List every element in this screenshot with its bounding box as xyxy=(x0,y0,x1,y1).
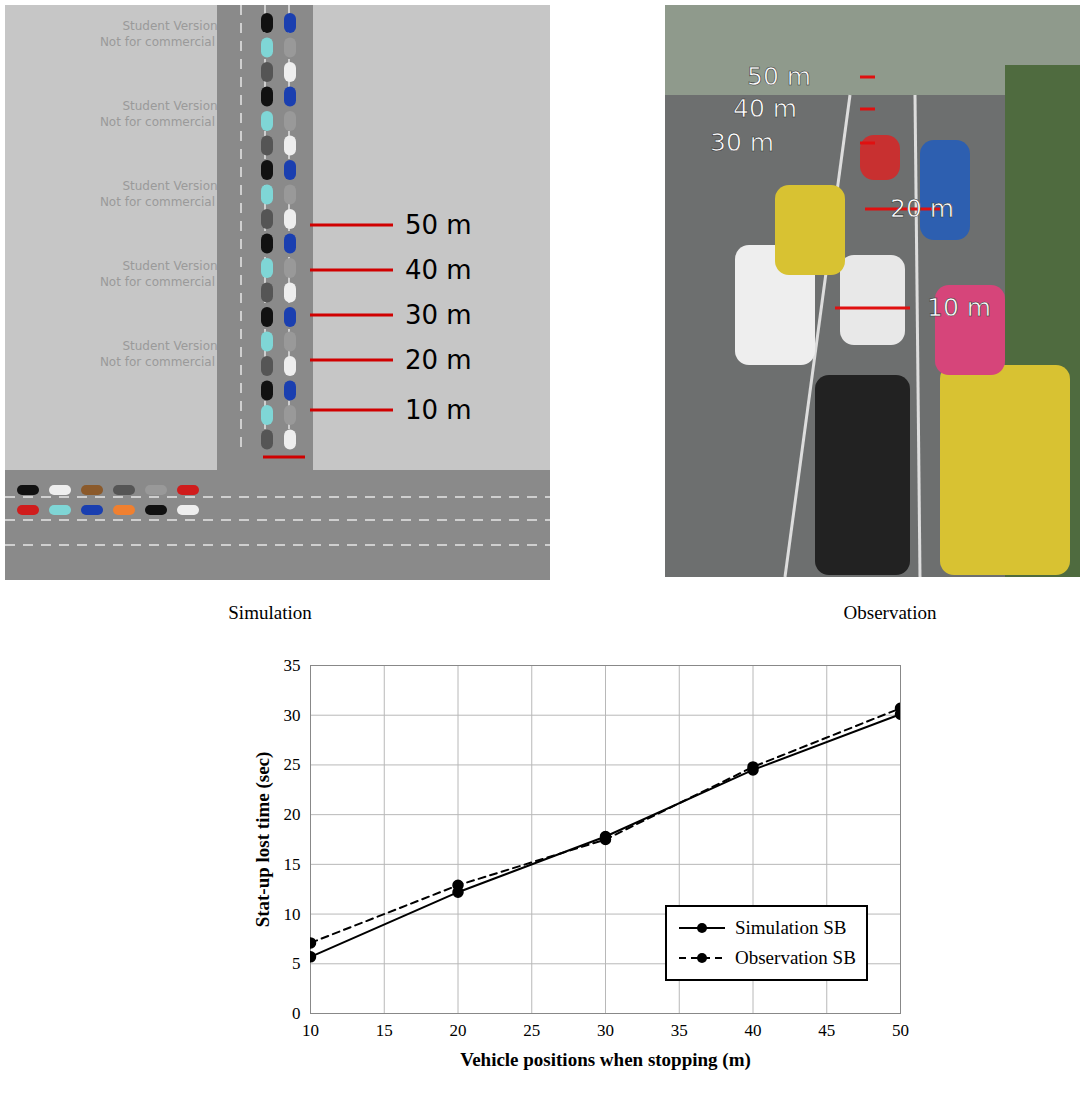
svg-text:30: 30 xyxy=(597,1021,614,1040)
svg-text:10 m: 10 m xyxy=(405,395,472,425)
svg-text:Student Version: Student Version xyxy=(122,179,217,193)
svg-text:25: 25 xyxy=(284,755,301,774)
svg-text:50: 50 xyxy=(892,1021,909,1040)
svg-text:Not for commercial use: Not for commercial use xyxy=(99,115,241,129)
svg-text:0: 0 xyxy=(292,1004,301,1023)
svg-text:40 m: 40 m xyxy=(405,255,472,285)
svg-text:10: 10 xyxy=(302,1021,319,1040)
svg-text:Not for commercial use: Not for commercial use xyxy=(99,355,241,369)
svg-text:10 m: 10 m xyxy=(927,293,991,322)
svg-text:Student Version: Student Version xyxy=(122,259,217,273)
svg-text:20: 20 xyxy=(284,805,301,824)
svg-text:40 m: 40 m xyxy=(733,94,797,123)
svg-text:10: 10 xyxy=(284,905,301,924)
html-text:Observation: Observation xyxy=(843,602,937,623)
svg-text:15: 15 xyxy=(376,1021,393,1040)
svg-text:20 m: 20 m xyxy=(405,345,472,375)
svg-text:35: 35 xyxy=(284,656,301,675)
svg-text:Not for commercial use: Not for commercial use xyxy=(99,275,241,289)
svg-text:Student Version: Student Version xyxy=(122,19,217,33)
svg-text:50 m: 50 m xyxy=(405,210,472,240)
svg-text:Vehicle positions when stoppin: Vehicle positions when stopping (m) xyxy=(460,1049,751,1071)
svg-text:Not for commercial use: Not for commercial use xyxy=(99,35,241,49)
html-text:Observation SB: Observation SB xyxy=(735,947,856,968)
svg-text:40: 40 xyxy=(745,1021,762,1040)
svg-text:Student Version: Student Version xyxy=(122,99,217,113)
svg-text:20 m: 20 m xyxy=(890,194,954,223)
svg-text:30 m: 30 m xyxy=(710,128,774,157)
svg-text:5: 5 xyxy=(292,954,301,973)
svg-text:15: 15 xyxy=(284,855,301,874)
html-text:Simulation: Simulation xyxy=(228,602,312,623)
svg-text:35: 35 xyxy=(671,1021,688,1040)
svg-text:30 m: 30 m xyxy=(405,300,472,330)
svg-text:Stat-up lost time (sec): Stat-up lost time (sec) xyxy=(252,752,274,928)
svg-text:30: 30 xyxy=(284,706,301,725)
svg-text:45: 45 xyxy=(818,1021,835,1040)
svg-text:Not for commercial use: Not for commercial use xyxy=(99,195,241,209)
svg-text:25: 25 xyxy=(523,1021,540,1040)
svg-text:50 m: 50 m xyxy=(747,62,811,91)
svg-text:Student Version: Student Version xyxy=(122,339,217,353)
svg-text:20: 20 xyxy=(450,1021,467,1040)
html-text:Simulation SB: Simulation SB xyxy=(735,917,847,938)
